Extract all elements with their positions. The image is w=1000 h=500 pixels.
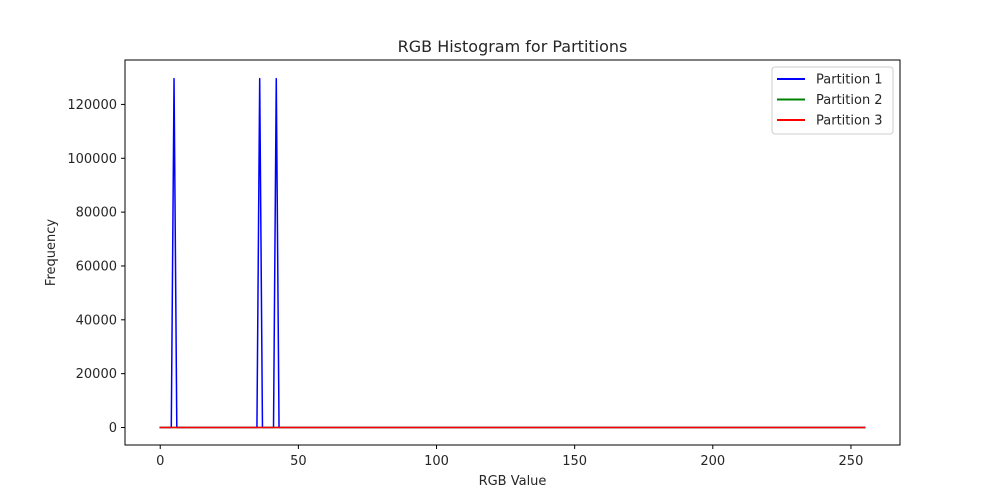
axes-frame: [124, 59, 901, 446]
y-tick-label: 100000: [67, 152, 117, 167]
y-tick-label: 80000: [76, 206, 117, 221]
legend: Partition 1 Partition 2 Partition 3: [771, 66, 894, 135]
y-tick-label: 20000: [76, 367, 117, 382]
y-tick-label: 120000: [67, 98, 117, 113]
y-axis-label: Frequency: [44, 219, 59, 286]
legend-label-2: Partition 2: [816, 93, 883, 108]
x-axis-label: RGB Value: [479, 474, 547, 489]
legend-label-1: Partition 1: [816, 73, 883, 88]
y-axis-ticks: 0 20000 40000 60000 80000 100000 120000: [67, 98, 125, 436]
x-tick-label: 100: [424, 454, 449, 469]
legend-box: [771, 66, 894, 135]
y-tick-label: 60000: [76, 259, 117, 274]
x-tick-label: 250: [839, 454, 864, 469]
plot-lines: [159, 77, 866, 429]
series-line-1: [159, 77, 866, 429]
x-tick-label: 150: [562, 454, 587, 469]
chart-title: RGB Histogram for Partitions: [398, 37, 628, 56]
x-tick-label: 200: [700, 454, 725, 469]
legend-label-3: Partition 3: [816, 114, 883, 129]
x-axis-ticks: 0 50 100 150 200 250: [156, 445, 863, 469]
y-tick-label: 40000: [76, 313, 117, 328]
x-tick-label: 0: [156, 454, 164, 469]
x-tick-label: 50: [290, 454, 307, 469]
y-tick-label: 0: [109, 421, 117, 436]
